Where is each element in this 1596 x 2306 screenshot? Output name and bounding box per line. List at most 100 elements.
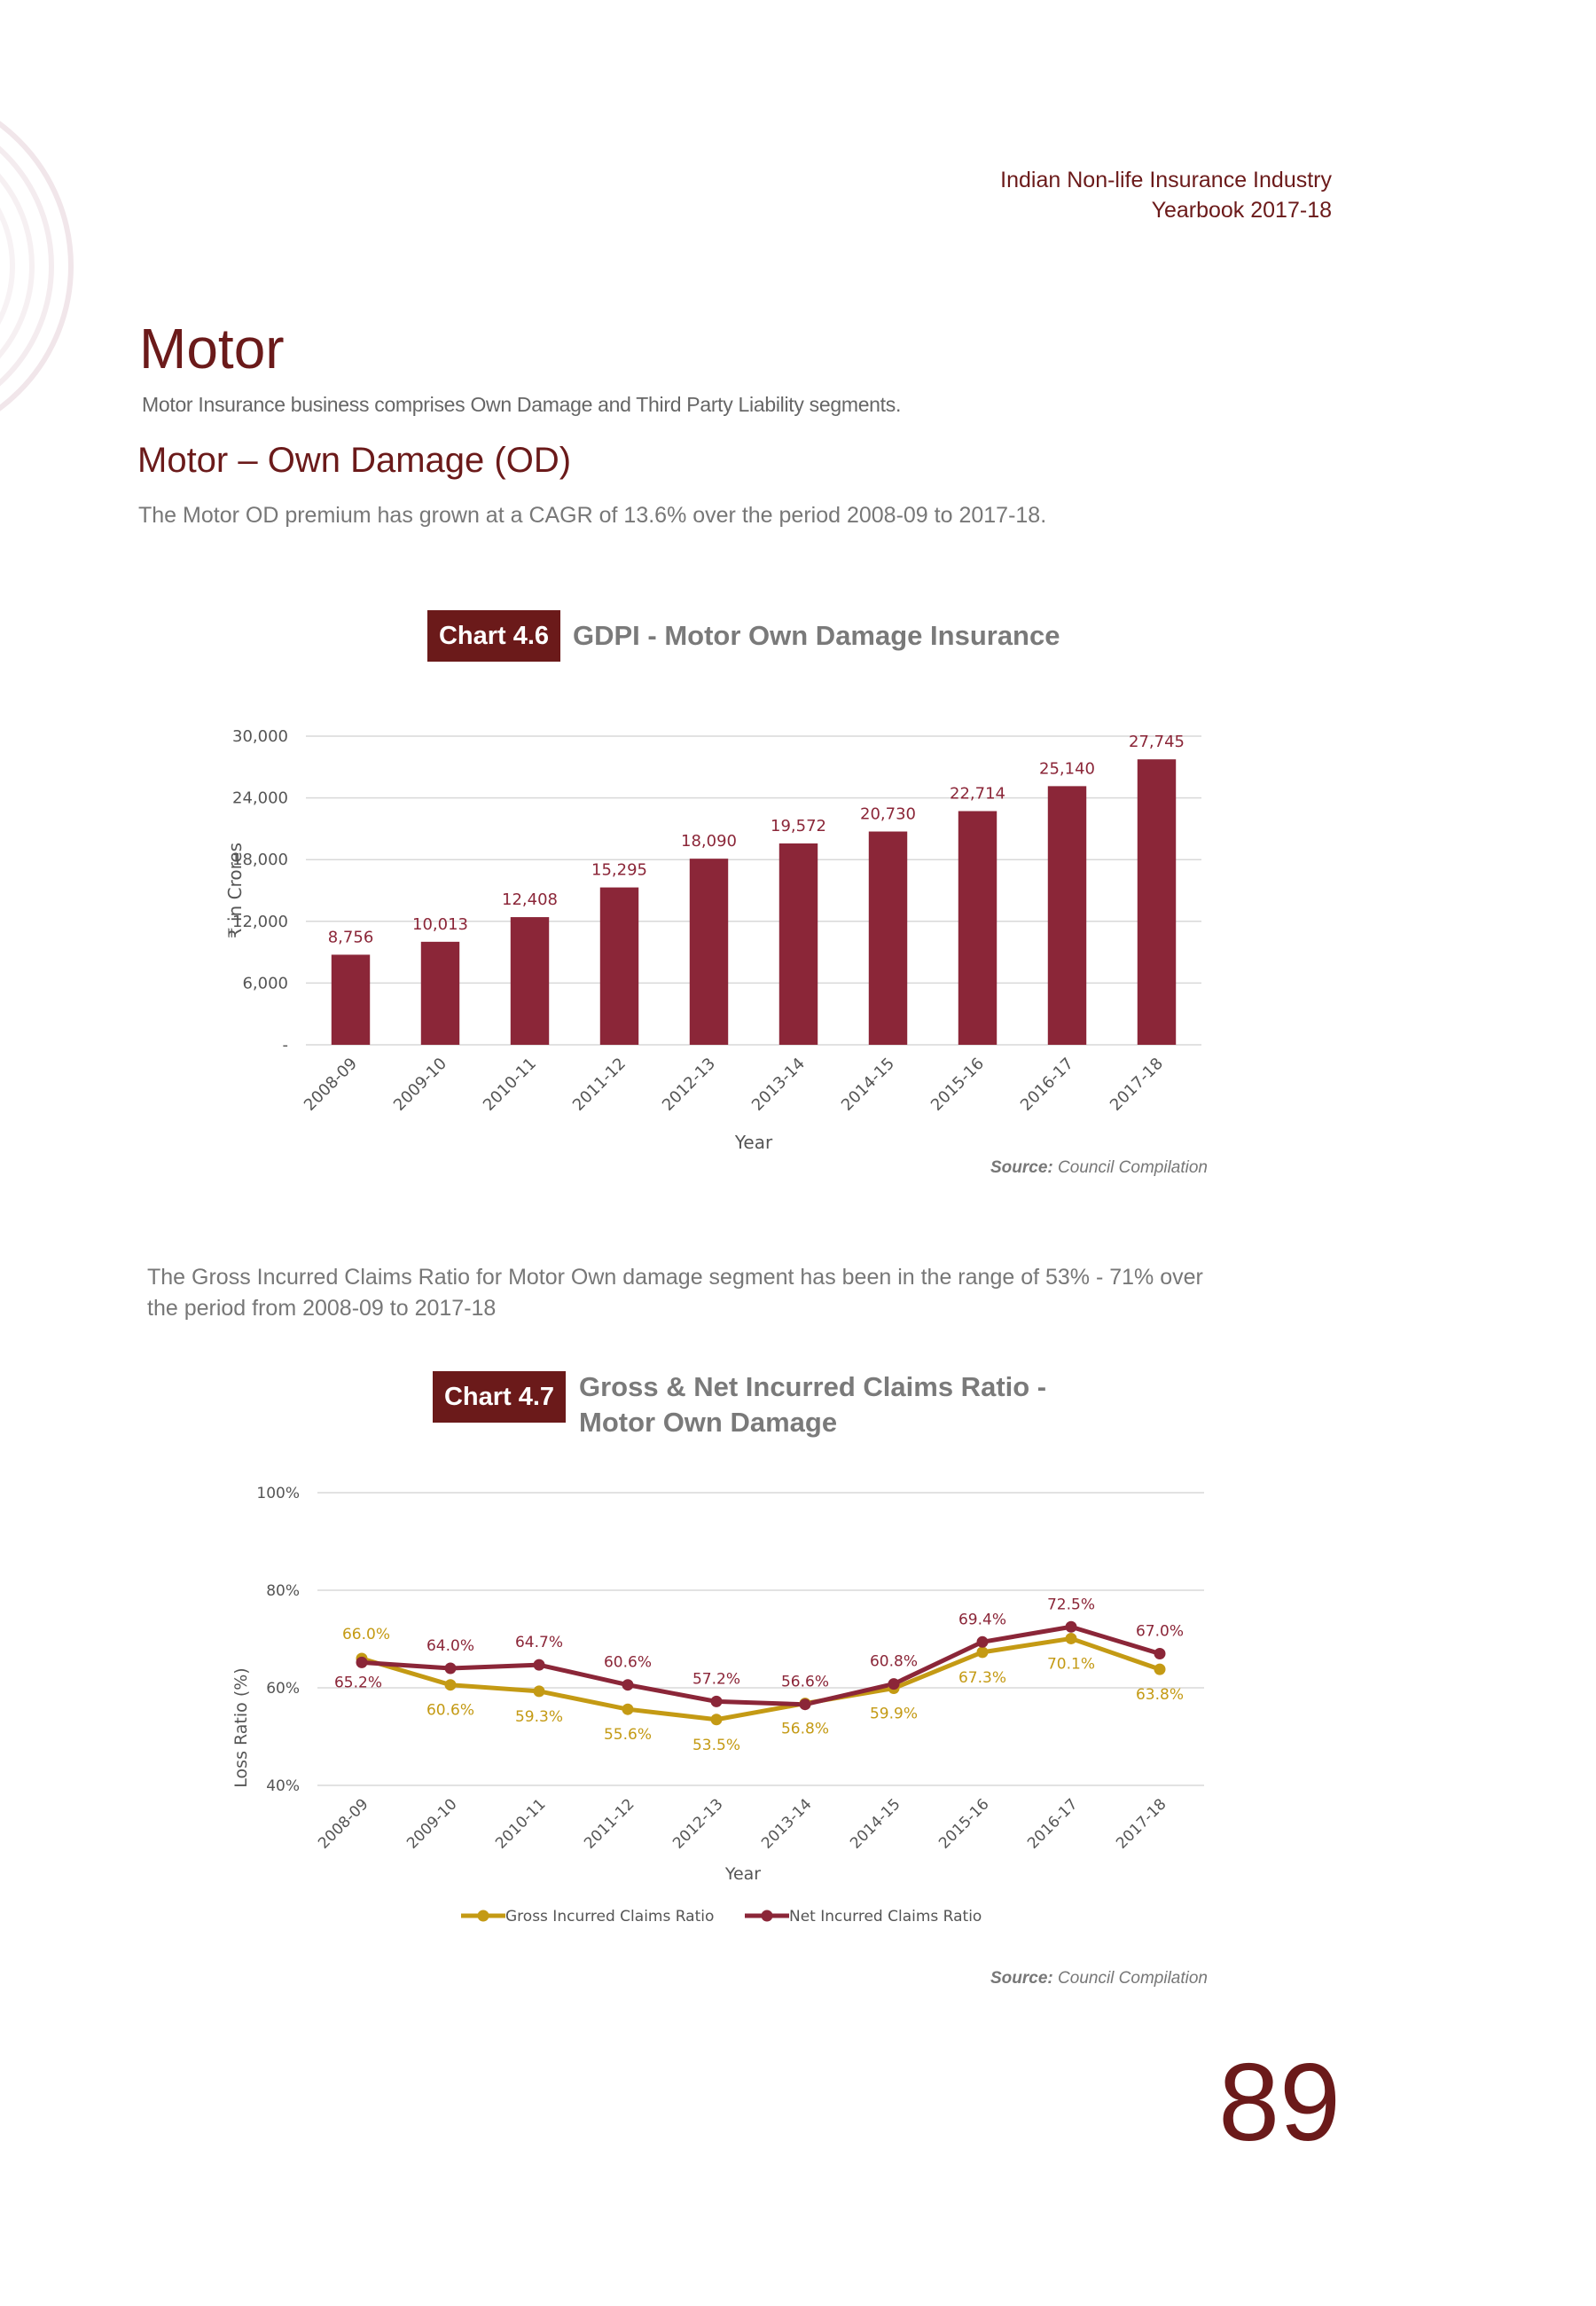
bar: [510, 917, 550, 1045]
data-point: [799, 1698, 811, 1711]
data-label: 12,408: [502, 890, 558, 909]
x-tick-label: 2008-09: [315, 1795, 372, 1852]
data-point: [710, 1714, 723, 1726]
net-data-label: 64.7%: [515, 1634, 563, 1651]
x-tick-label: 2009-10: [403, 1795, 460, 1852]
bar: [689, 859, 729, 1045]
chart-2-badge: Chart 4.7: [433, 1371, 566, 1423]
y-tick-label: 24,000: [232, 789, 288, 808]
net-data-label: 57.2%: [692, 1670, 740, 1688]
data-point: [356, 1656, 368, 1668]
gross-data-label: 67.3%: [958, 1669, 1006, 1687]
legend-label: Net Incurred Claims Ratio: [789, 1908, 982, 1926]
chart-2-title-line-2: Motor Own Damage: [579, 1407, 838, 1438]
data-label: 8,756: [328, 928, 374, 946]
data-point: [976, 1646, 989, 1659]
legend-gross: Gross Incurred Claims Ratio: [461, 1908, 714, 1926]
bar: [958, 811, 998, 1045]
running-header: Indian Non-life Insurance Industry Yearb…: [1000, 165, 1332, 225]
y-tick-label: 6,000: [242, 974, 288, 992]
data-label: 19,572: [771, 817, 826, 835]
x-axis-label: Year: [724, 1864, 761, 1884]
y-tick-label: 30,000: [232, 727, 288, 746]
x-tick-label: 2016-17: [1017, 1055, 1077, 1115]
x-tick-label: 2015-16: [927, 1055, 988, 1115]
y-tick-label: -: [283, 1036, 289, 1055]
gross-data-label: 63.8%: [1136, 1686, 1184, 1704]
x-tick-label: 2017-18: [1107, 1055, 1167, 1115]
y-tick-label: 40%: [266, 1777, 300, 1795]
gross-data-label: 56.8%: [781, 1721, 829, 1738]
chart-2-title-line-1: Gross & Net Incurred Claims Ratio -: [579, 1371, 1047, 1402]
gross-data-label: 55.6%: [604, 1726, 652, 1744]
net-data-label: 65.2%: [334, 1674, 382, 1691]
data-point: [533, 1685, 545, 1698]
bar: [868, 831, 908, 1045]
header-line-1: Indian Non-life Insurance Industry: [1000, 168, 1332, 192]
data-label: 18,090: [681, 832, 737, 851]
x-tick-label: 2008-09: [301, 1055, 361, 1115]
x-axis-label: Year: [734, 1132, 773, 1153]
bar: [1047, 786, 1087, 1045]
bar: [1137, 759, 1177, 1045]
x-tick-label: 2011-12: [569, 1055, 630, 1115]
net-data-label: 60.8%: [870, 1653, 918, 1671]
x-tick-label: 2015-16: [935, 1795, 992, 1852]
x-tick-label: 2012-13: [659, 1055, 719, 1115]
header-line-2: Yearbook 2017-18: [1151, 198, 1332, 223]
gross-claims-line: [361, 1635, 1161, 1722]
decorative-arcs: [0, 0, 124, 461]
y-axis-label: ₹ in Crores: [224, 843, 246, 938]
chart-2-title: Gross & Net Incurred Claims Ratio - Moto…: [579, 1369, 1046, 1440]
page-number: 89: [1218, 2042, 1341, 2164]
gross-data-label: 59.3%: [515, 1708, 563, 1726]
x-tick-label: 2013-14: [748, 1055, 809, 1115]
chart-2-source-label: Source:: [990, 1969, 1053, 1988]
net-data-label: 72.5%: [1047, 1596, 1095, 1613]
bar: [599, 887, 639, 1045]
chart-1-badge: Chart 4.6: [427, 610, 560, 662]
net-data-label: 67.0%: [1136, 1623, 1184, 1641]
data-point: [976, 1635, 989, 1648]
x-tick-label: 2011-12: [581, 1795, 638, 1852]
legend-net: Net Incurred Claims Ratio: [745, 1908, 982, 1926]
net-claims-line: [361, 1624, 1161, 1707]
data-point: [533, 1659, 545, 1671]
bar-chart-gdpi: - 6,000 12,000 18,000 24,000 30,000 8,756 2008-…: [224, 727, 1201, 1153]
chart-2-source-text: Council Compilation: [1058, 1969, 1208, 1988]
x-tick-label: 2014-15: [838, 1055, 898, 1115]
bar: [331, 954, 371, 1045]
data-label: 10,013: [412, 915, 468, 934]
x-tick-label: 2012-13: [669, 1795, 726, 1852]
gross-data-label: 53.5%: [692, 1737, 740, 1754]
data-point: [1154, 1648, 1166, 1659]
data-point: [710, 1695, 723, 1707]
x-tick-label: 2017-18: [1113, 1795, 1170, 1852]
page-subtitle: Motor Insurance business comprises Own D…: [142, 393, 902, 416]
chart-1-source-label: Source:: [990, 1158, 1053, 1177]
legend-label: Gross Incurred Claims Ratio: [505, 1908, 714, 1926]
chart-1-source-text: Council Compilation: [1058, 1158, 1208, 1177]
x-tick-label: 2013-14: [758, 1795, 815, 1852]
x-tick-label: 2010-11: [492, 1795, 549, 1852]
x-tick-label: 2009-10: [390, 1055, 450, 1115]
net-data-label: 69.4%: [958, 1611, 1006, 1628]
y-tick-label: 12,000: [232, 913, 288, 931]
data-point: [888, 1678, 900, 1690]
legend-swatch-marker: [761, 1910, 773, 1922]
data-label: 27,745: [1129, 733, 1185, 751]
y-axis-label: Loss Ratio (%): [231, 1667, 251, 1787]
y-tick-label: 80%: [266, 1582, 300, 1600]
data-label: 20,730: [860, 805, 916, 824]
page-title: Motor: [139, 317, 285, 380]
bar: [778, 843, 818, 1045]
legend-swatch-marker: [477, 1910, 489, 1922]
net-data-label: 64.0%: [426, 1637, 474, 1655]
data-point: [444, 1662, 457, 1675]
gross-data-label: 66.0%: [342, 1626, 390, 1643]
y-tick-label: 100%: [256, 1485, 300, 1502]
y-tick-label: 18,000: [232, 851, 288, 869]
data-point: [622, 1679, 634, 1691]
data-label: 15,295: [591, 861, 647, 880]
data-point: [1065, 1620, 1077, 1633]
